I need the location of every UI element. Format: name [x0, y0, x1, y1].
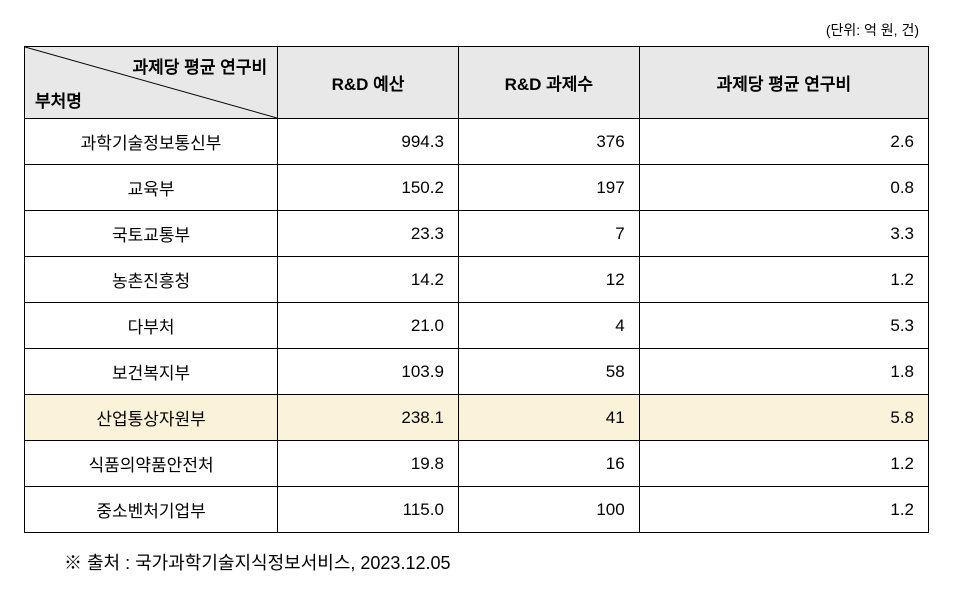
- unit-label: (단위: 억 원, 건): [24, 20, 929, 40]
- cell-count: 12: [458, 257, 639, 303]
- cell-budget: 19.8: [278, 441, 459, 487]
- cell-ministry-name: 과학기술정보통신부: [25, 119, 278, 165]
- cell-count: 58: [458, 349, 639, 395]
- cell-budget: 115.0: [278, 487, 459, 533]
- header-col-avg: 과제당 평균 연구비: [639, 47, 928, 119]
- cell-count: 197: [458, 165, 639, 211]
- cell-count: 7: [458, 211, 639, 257]
- cell-ministry-name: 중소벤처기업부: [25, 487, 278, 533]
- header-diag-bottom: 부처명: [35, 87, 82, 112]
- cell-budget: 238.1: [278, 395, 459, 441]
- cell-budget: 103.9: [278, 349, 459, 395]
- cell-avg: 0.8: [639, 165, 928, 211]
- table-row: 국토교통부23.373.3: [25, 211, 929, 257]
- table-body: 과학기술정보통신부994.33762.6교육부150.21970.8국토교통부2…: [25, 119, 929, 533]
- header-col-count: R&D 과제수: [458, 47, 639, 119]
- cell-ministry-name: 농촌진흥청: [25, 257, 278, 303]
- cell-avg: 1.2: [639, 487, 928, 533]
- cell-avg: 1.2: [639, 441, 928, 487]
- cell-budget: 150.2: [278, 165, 459, 211]
- cell-avg: 5.3: [639, 303, 928, 349]
- table-row: 산업통상자원부238.1415.8: [25, 395, 929, 441]
- header-diagonal: 과제당 평균 연구비 부처명: [25, 47, 278, 119]
- header-diag-top: 과제당 평균 연구비: [133, 53, 268, 78]
- source-note: ※ 출처 : 국가과학기술지식정보서비스, 2023.12.05: [64, 549, 929, 575]
- header-row: 과제당 평균 연구비 부처명 R&D 예산 R&D 과제수 과제당 평균 연구비: [25, 47, 929, 119]
- cell-avg: 3.3: [639, 211, 928, 257]
- cell-ministry-name: 보건복지부: [25, 349, 278, 395]
- cell-avg: 1.8: [639, 349, 928, 395]
- cell-avg: 5.8: [639, 395, 928, 441]
- table-row: 식품의약품안전처19.8161.2: [25, 441, 929, 487]
- cell-budget: 14.2: [278, 257, 459, 303]
- cell-count: 100: [458, 487, 639, 533]
- cell-ministry-name: 다부처: [25, 303, 278, 349]
- cell-ministry-name: 식품의약품안전처: [25, 441, 278, 487]
- cell-avg: 2.6: [639, 119, 928, 165]
- table-row: 중소벤처기업부115.01001.2: [25, 487, 929, 533]
- table-row: 교육부150.21970.8: [25, 165, 929, 211]
- cell-count: 41: [458, 395, 639, 441]
- cell-count: 16: [458, 441, 639, 487]
- cell-count: 4: [458, 303, 639, 349]
- cell-ministry-name: 산업통상자원부: [25, 395, 278, 441]
- header-col-budget: R&D 예산: [278, 47, 459, 119]
- table-row: 과학기술정보통신부994.33762.6: [25, 119, 929, 165]
- cell-ministry-name: 국토교통부: [25, 211, 278, 257]
- cell-avg: 1.2: [639, 257, 928, 303]
- cell-budget: 23.3: [278, 211, 459, 257]
- cell-budget: 994.3: [278, 119, 459, 165]
- cell-ministry-name: 교육부: [25, 165, 278, 211]
- table-row: 다부처21.045.3: [25, 303, 929, 349]
- table-row: 보건복지부103.9581.8: [25, 349, 929, 395]
- data-table: 과제당 평균 연구비 부처명 R&D 예산 R&D 과제수 과제당 평균 연구비…: [24, 46, 929, 533]
- cell-count: 376: [458, 119, 639, 165]
- cell-budget: 21.0: [278, 303, 459, 349]
- table-row: 농촌진흥청14.2121.2: [25, 257, 929, 303]
